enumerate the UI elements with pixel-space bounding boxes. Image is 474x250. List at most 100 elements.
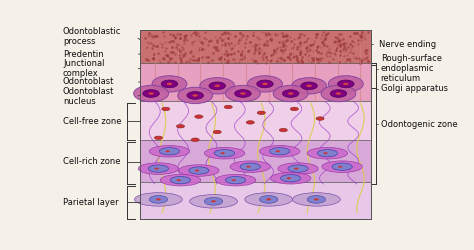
- Ellipse shape: [134, 85, 169, 102]
- Text: Cell-free zone: Cell-free zone: [63, 117, 121, 126]
- Ellipse shape: [213, 130, 221, 134]
- Ellipse shape: [266, 198, 271, 200]
- Ellipse shape: [290, 107, 299, 111]
- Bar: [140, 63, 372, 103]
- Ellipse shape: [165, 150, 170, 152]
- Ellipse shape: [262, 83, 268, 85]
- Ellipse shape: [259, 196, 278, 203]
- Ellipse shape: [204, 148, 245, 159]
- Ellipse shape: [149, 196, 168, 203]
- Ellipse shape: [316, 117, 324, 120]
- Ellipse shape: [187, 92, 203, 99]
- Ellipse shape: [176, 179, 181, 181]
- Ellipse shape: [328, 76, 363, 92]
- Ellipse shape: [336, 92, 341, 95]
- Ellipse shape: [204, 198, 223, 205]
- Ellipse shape: [292, 193, 340, 206]
- Ellipse shape: [332, 163, 352, 170]
- Ellipse shape: [209, 82, 226, 90]
- Ellipse shape: [190, 194, 237, 208]
- Ellipse shape: [330, 90, 346, 97]
- Bar: [140, 30, 372, 65]
- Ellipse shape: [156, 198, 161, 200]
- Ellipse shape: [338, 166, 343, 168]
- Ellipse shape: [283, 90, 299, 97]
- Ellipse shape: [179, 165, 219, 176]
- Text: Parietal layer: Parietal layer: [63, 198, 118, 207]
- Ellipse shape: [279, 128, 287, 132]
- Ellipse shape: [317, 150, 337, 157]
- Bar: [140, 182, 372, 219]
- Ellipse shape: [230, 161, 271, 172]
- Ellipse shape: [200, 78, 235, 94]
- Ellipse shape: [143, 90, 159, 97]
- Ellipse shape: [211, 200, 216, 202]
- Ellipse shape: [246, 166, 251, 168]
- Ellipse shape: [294, 168, 299, 170]
- Ellipse shape: [215, 174, 256, 186]
- Text: Golgi apparatus: Golgi apparatus: [381, 84, 447, 93]
- Bar: [140, 101, 372, 142]
- Ellipse shape: [189, 167, 209, 174]
- Text: Cell-rich zone: Cell-rich zone: [63, 157, 120, 166]
- Text: Nerve ending: Nerve ending: [379, 40, 436, 49]
- Ellipse shape: [170, 176, 191, 184]
- Ellipse shape: [155, 136, 163, 140]
- Ellipse shape: [214, 84, 220, 87]
- Ellipse shape: [160, 174, 201, 186]
- Ellipse shape: [270, 148, 290, 155]
- Text: Odontoblast: Odontoblast: [63, 78, 114, 86]
- Ellipse shape: [240, 92, 246, 95]
- Text: Odontoblastic
process: Odontoblastic process: [63, 27, 121, 46]
- Ellipse shape: [138, 163, 179, 174]
- Ellipse shape: [220, 152, 225, 154]
- Ellipse shape: [155, 168, 159, 170]
- Text: Junctional
complex: Junctional complex: [63, 59, 104, 78]
- Bar: [140, 140, 372, 184]
- Ellipse shape: [135, 193, 182, 206]
- Ellipse shape: [159, 148, 180, 155]
- Ellipse shape: [257, 80, 273, 88]
- Ellipse shape: [148, 165, 169, 172]
- Ellipse shape: [275, 150, 280, 152]
- Ellipse shape: [271, 172, 311, 184]
- Text: Rough-surface
endoplasmic
reticulum: Rough-surface endoplasmic reticulum: [381, 54, 442, 84]
- Ellipse shape: [226, 176, 246, 184]
- Ellipse shape: [343, 83, 348, 85]
- Ellipse shape: [337, 80, 354, 88]
- Ellipse shape: [162, 107, 170, 111]
- Ellipse shape: [161, 80, 178, 88]
- Ellipse shape: [176, 124, 184, 128]
- Ellipse shape: [259, 146, 300, 157]
- Ellipse shape: [195, 170, 199, 172]
- Ellipse shape: [321, 85, 356, 102]
- Ellipse shape: [247, 76, 283, 92]
- Ellipse shape: [307, 148, 347, 159]
- Ellipse shape: [301, 82, 317, 90]
- Ellipse shape: [191, 138, 199, 141]
- Ellipse shape: [224, 105, 232, 109]
- Text: Odontogenic zone: Odontogenic zone: [381, 120, 457, 129]
- Ellipse shape: [178, 87, 213, 104]
- Ellipse shape: [226, 85, 260, 102]
- Ellipse shape: [322, 161, 362, 172]
- Ellipse shape: [149, 146, 190, 157]
- Ellipse shape: [148, 92, 154, 95]
- Ellipse shape: [287, 177, 291, 179]
- Ellipse shape: [307, 196, 326, 203]
- Ellipse shape: [246, 121, 255, 124]
- Ellipse shape: [314, 198, 319, 200]
- Ellipse shape: [292, 78, 327, 94]
- Ellipse shape: [167, 83, 172, 85]
- Text: Odontoblast
nucleus: Odontoblast nucleus: [63, 87, 114, 106]
- Ellipse shape: [235, 90, 251, 97]
- Text: Predentin: Predentin: [63, 50, 103, 58]
- Ellipse shape: [240, 163, 260, 170]
- Ellipse shape: [281, 174, 301, 182]
- Ellipse shape: [231, 179, 236, 181]
- Ellipse shape: [192, 94, 198, 97]
- Ellipse shape: [288, 92, 293, 95]
- Ellipse shape: [152, 76, 187, 92]
- Ellipse shape: [257, 111, 265, 114]
- Ellipse shape: [214, 150, 235, 157]
